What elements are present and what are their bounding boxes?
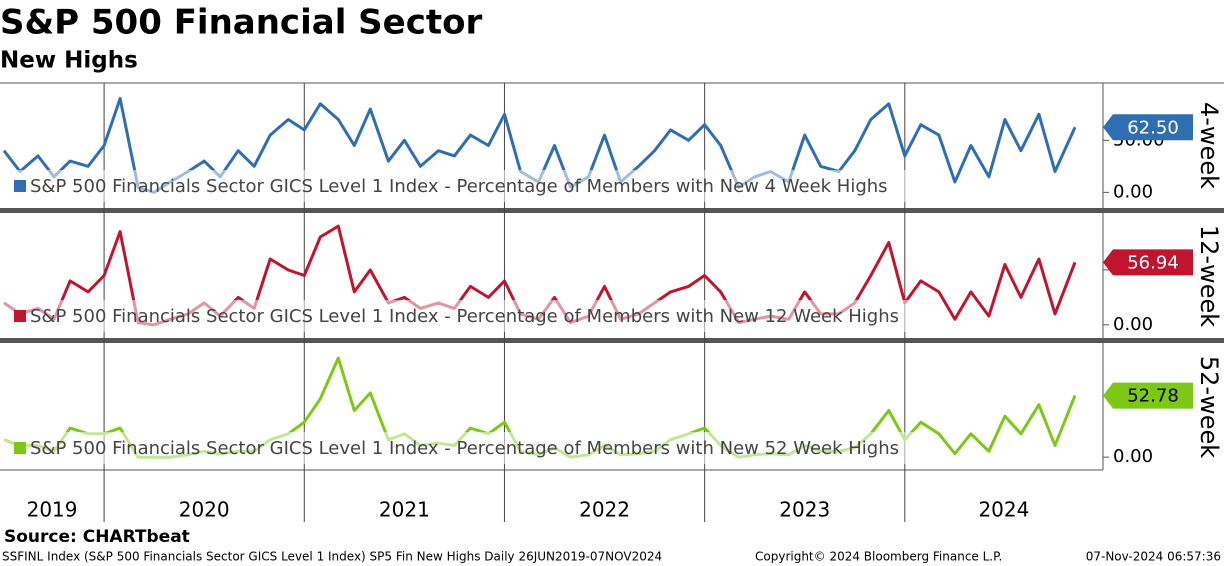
source: Source: CHARTbeat bbox=[4, 527, 190, 547]
value-flag bbox=[1103, 249, 1193, 276]
panel-separator bbox=[0, 338, 1224, 343]
value-flag bbox=[1103, 382, 1193, 409]
legend-label: S&P 500 Financials Sector GICS Level 1 I… bbox=[30, 438, 899, 459]
legend-label: S&P 500 Financials Sector GICS Level 1 I… bbox=[30, 176, 888, 197]
value-flag bbox=[1103, 114, 1193, 141]
legend-swatch bbox=[14, 310, 26, 322]
year-label: 2023 bbox=[779, 498, 830, 522]
year-label: 2019 bbox=[27, 498, 78, 522]
chart-subtitle: New Highs bbox=[0, 48, 138, 74]
footer-copyright: Copyright© 2024 Bloomberg Finance L.P. bbox=[755, 550, 1002, 564]
panel-label: 52-week bbox=[1195, 356, 1223, 458]
legend-label: S&P 500 Financials Sector GICS Level 1 I… bbox=[30, 306, 899, 327]
footer-timestamp: 07-Nov-2024 06:57:36 bbox=[1086, 550, 1221, 564]
y-tick-label: 0.00 bbox=[1113, 314, 1153, 335]
footer-info: SSFINL Index (S&P 500 Financials Sector … bbox=[2, 550, 662, 564]
value-flag-label: 56.94 bbox=[1127, 252, 1179, 273]
year-label: 2022 bbox=[579, 498, 630, 522]
year-label: 2024 bbox=[978, 498, 1029, 522]
chart-title: S&P 500 Financial Sector bbox=[0, 3, 482, 43]
year-label: 2021 bbox=[379, 498, 430, 522]
panel-label: 4-week bbox=[1195, 102, 1223, 189]
year-label: 2020 bbox=[179, 498, 230, 522]
panel-label: 12-week bbox=[1195, 225, 1223, 327]
legend-swatch bbox=[14, 442, 26, 454]
value-flag-label: 52.78 bbox=[1127, 386, 1179, 407]
y-tick-label: 0.00 bbox=[1113, 446, 1153, 467]
panel-separator bbox=[0, 208, 1224, 213]
y-tick-label: 0.00 bbox=[1113, 181, 1153, 202]
legend-box bbox=[0, 432, 918, 464]
value-flag-label: 62.50 bbox=[1127, 117, 1179, 138]
legend-box bbox=[0, 300, 918, 332]
legend-swatch bbox=[14, 180, 26, 192]
legend-box bbox=[0, 170, 918, 202]
